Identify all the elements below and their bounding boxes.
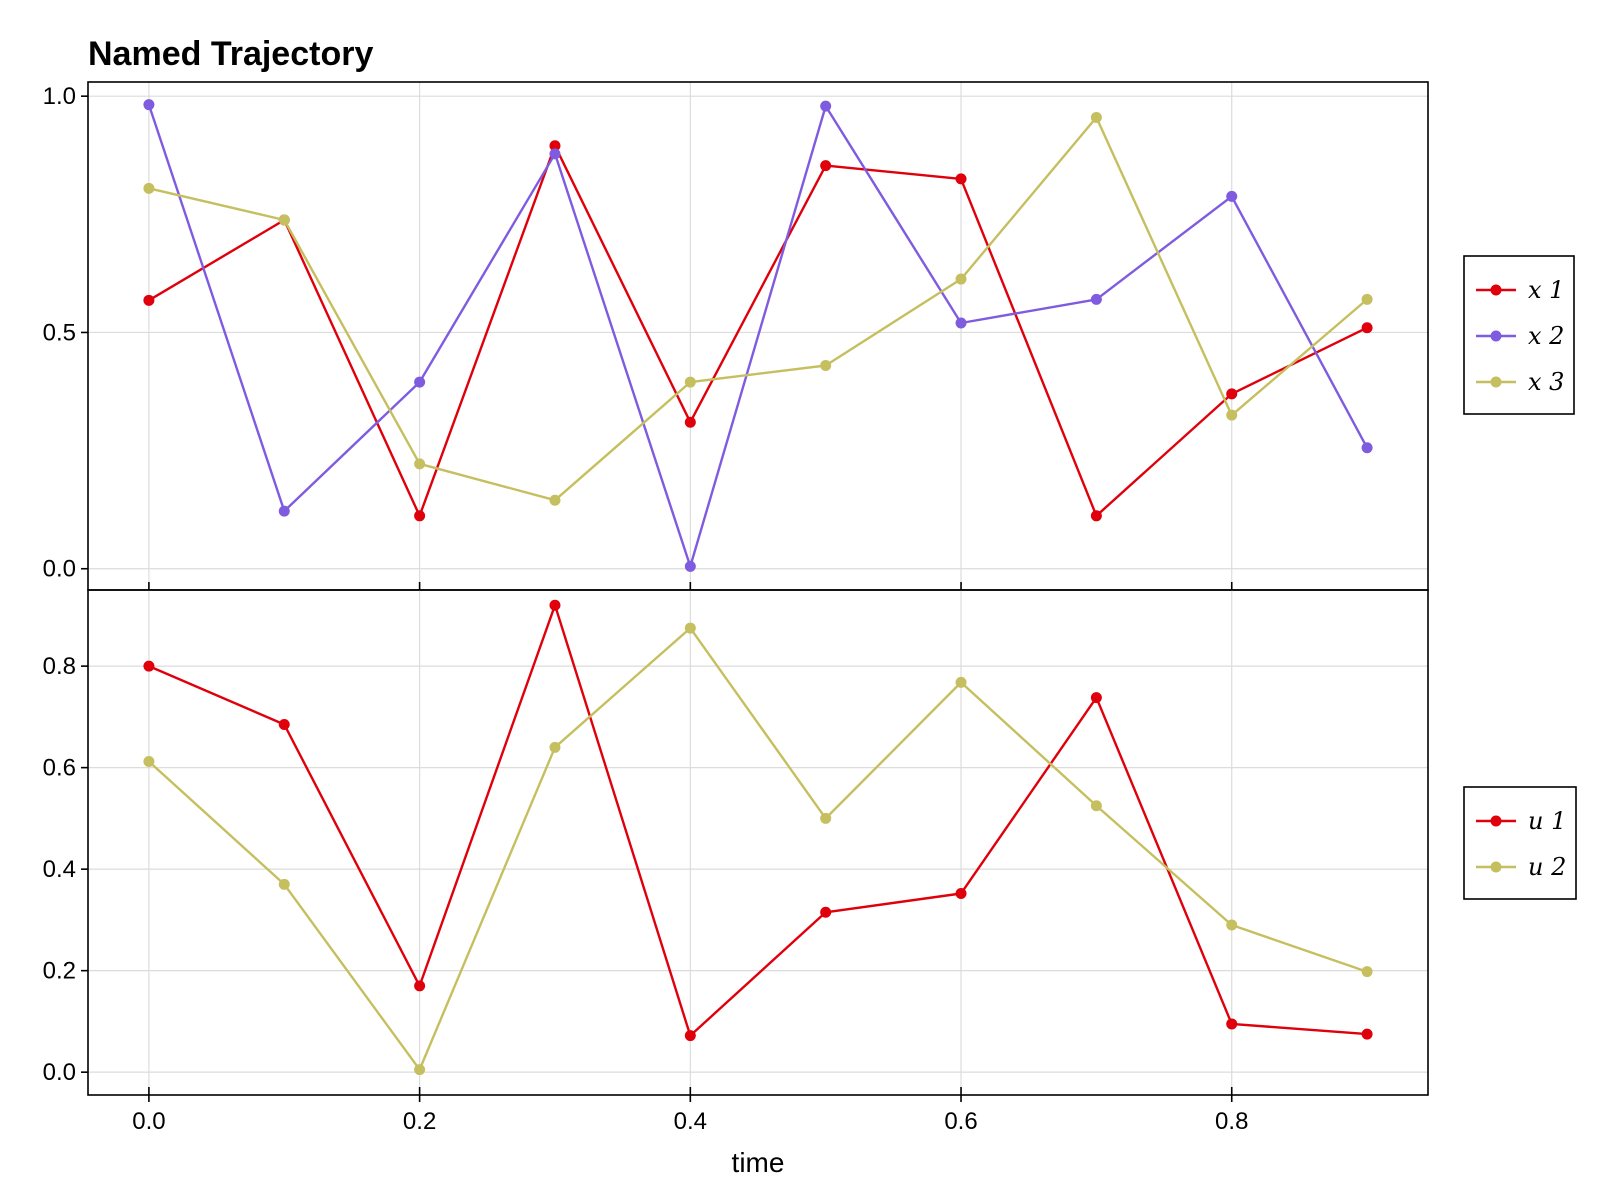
- data-point: [1226, 409, 1238, 421]
- data-point: [1226, 190, 1238, 202]
- series-line: [148, 116, 1368, 502]
- legend-entry-label: u 1: [1528, 807, 1566, 835]
- top-panel-states: 0.0 0.5 1.0 x 1 x 2 x 3: [43, 81, 1575, 591]
- data-point: [143, 756, 155, 768]
- data-point: [955, 676, 967, 688]
- data-point: [820, 812, 832, 824]
- data-point: [684, 560, 696, 572]
- data-point: [684, 376, 696, 388]
- data-point: [549, 599, 561, 611]
- x-tick-label: 0.2: [403, 1108, 436, 1135]
- data-point: [143, 660, 155, 672]
- data-point: [414, 376, 426, 388]
- legend-swatch-marker: [1490, 861, 1502, 873]
- data-point: [955, 888, 967, 900]
- data-point: [414, 1064, 426, 1076]
- legend-swatch-marker: [1490, 284, 1502, 296]
- grid-lines: [88, 590, 1428, 1095]
- x-tick-label: 0.8: [1215, 1108, 1248, 1135]
- data-point: [684, 416, 696, 428]
- data-point: [1226, 388, 1238, 400]
- data-point: [820, 906, 832, 918]
- x-tick-label: 0.4: [674, 1108, 707, 1135]
- figure-title: Named Trajectory: [88, 35, 373, 73]
- series-u2: [143, 622, 1373, 1076]
- x-tick-label: 0.0: [132, 1108, 165, 1135]
- series-line: [148, 626, 1368, 1071]
- data-point: [1361, 442, 1373, 454]
- data-point: [549, 494, 561, 506]
- legend-swatch-marker: [1490, 330, 1502, 342]
- series-x3: [143, 111, 1373, 506]
- bottom-panel-controls: 0.0 0.2 0.4 0.6 0.8 0.0 0.2 0.4 0.6 0.8 u 1 u 2: [43, 589, 1577, 1135]
- data-point: [1090, 111, 1102, 123]
- data-point: [1090, 800, 1102, 812]
- data-point: [1090, 293, 1102, 305]
- data-point: [414, 980, 426, 992]
- data-point: [143, 99, 155, 111]
- y-tick-label: 0.5: [43, 319, 76, 346]
- data-point: [820, 100, 832, 112]
- series-x2: [143, 99, 1373, 572]
- series-u1: [143, 599, 1373, 1042]
- legend: u 1 u 2: [1463, 786, 1577, 900]
- data-point: [143, 294, 155, 306]
- data-point: [278, 878, 290, 890]
- x-tick-label: 0.6: [944, 1108, 977, 1135]
- data-point: [684, 1030, 696, 1042]
- legend-entry-label: x 3: [1528, 368, 1564, 396]
- data-point: [955, 273, 967, 285]
- data-point: [549, 148, 561, 160]
- x-axis-label: time: [732, 1147, 785, 1178]
- data-point: [143, 182, 155, 194]
- data-point: [820, 360, 832, 372]
- legend-entry-label: x 1: [1528, 276, 1564, 304]
- data-point: [278, 505, 290, 517]
- plot-frame: [87, 589, 1429, 1096]
- legend-entry-label: x 2: [1528, 322, 1564, 350]
- data-point: [1361, 293, 1373, 305]
- legend-swatch-marker: [1490, 376, 1502, 388]
- data-point: [1361, 322, 1373, 334]
- data-point: [1090, 510, 1102, 522]
- y-tick-label: 0.6: [43, 755, 76, 782]
- data-point: [278, 718, 290, 730]
- y-tick-label: 0.2: [43, 958, 76, 985]
- data-point: [820, 160, 832, 172]
- data-point: [549, 140, 561, 152]
- data-point: [1090, 692, 1102, 704]
- series-line: [148, 144, 1368, 517]
- data-point: [684, 622, 696, 634]
- series-line: [147, 104, 1369, 568]
- data-point: [1361, 1028, 1373, 1040]
- data-point: [1361, 966, 1373, 978]
- legend-box: [1463, 786, 1577, 900]
- legend: x 1 x 2 x 3: [1463, 255, 1575, 415]
- data-point: [414, 510, 426, 522]
- y-tick-label: 0.8: [43, 653, 76, 680]
- y-tick-label: 0.4: [43, 856, 76, 883]
- data-point: [549, 741, 561, 753]
- y-tick-label: 0.0: [43, 556, 76, 583]
- data-point: [955, 173, 967, 185]
- y-tick-label: 1.0: [43, 83, 76, 110]
- y-tick-label: 0.0: [43, 1059, 76, 1086]
- legend-swatch-marker: [1490, 815, 1502, 827]
- legend-entry-label: u 2: [1528, 853, 1566, 881]
- data-point: [414, 458, 426, 470]
- data-point: [1226, 1018, 1238, 1030]
- series-line: [148, 604, 1368, 1037]
- data-point: [1226, 919, 1238, 931]
- data-point: [955, 317, 967, 329]
- data-point: [278, 214, 290, 226]
